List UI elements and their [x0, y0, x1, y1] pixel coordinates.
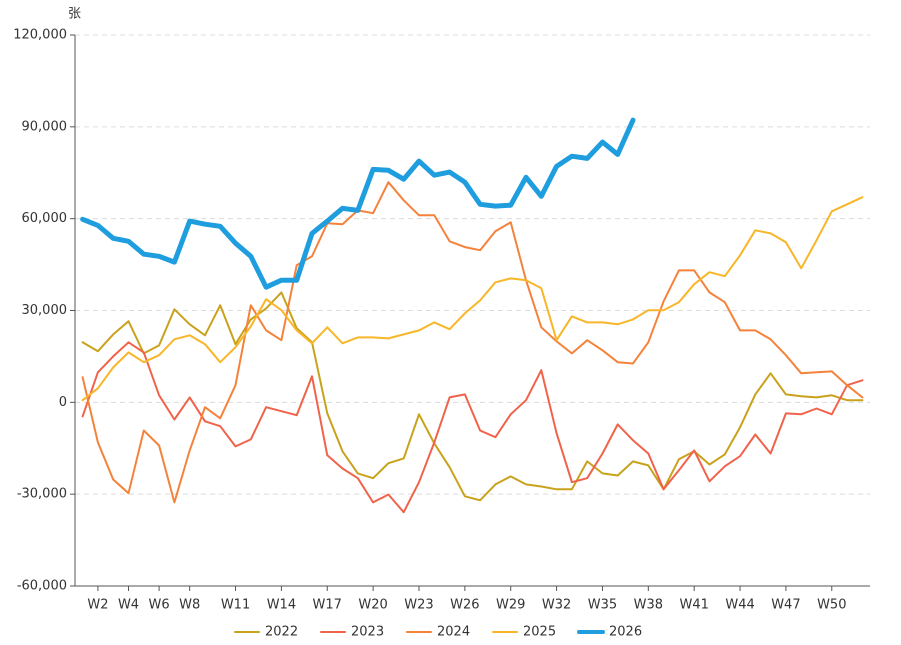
x-tick-label: W50 [817, 598, 846, 613]
x-tick-label: W23 [404, 598, 433, 613]
x-tick-label: W2 [87, 598, 108, 613]
x-tick-label: W8 [179, 598, 200, 613]
series-line [81, 196, 864, 402]
x-tick-label: W29 [496, 598, 525, 613]
legend-label: 2024 [437, 625, 470, 640]
legend-label: 2026 [609, 625, 642, 640]
x-tick-label: W20 [358, 598, 387, 613]
y-tick-label: 30,000 [22, 303, 68, 318]
series-line [81, 291, 864, 502]
x-tick-label: W41 [679, 598, 708, 613]
series-line [81, 181, 864, 504]
x-tick-label: W14 [267, 598, 296, 613]
y-tick-label: 0 [59, 395, 67, 410]
y-tick-label: -30,000 [17, 487, 67, 502]
y-tick-label: 90,000 [22, 119, 68, 134]
x-tick-label: W17 [313, 598, 342, 613]
legend-label: 2025 [523, 625, 556, 640]
series-line [81, 341, 864, 514]
y-tick-label: 60,000 [22, 211, 68, 226]
legend-label: 2022 [265, 625, 298, 640]
legend-label: 2023 [351, 625, 384, 640]
x-tick-label: W6 [149, 598, 170, 613]
y-tick-label: 120,000 [13, 28, 67, 43]
x-tick-label: W35 [588, 598, 617, 613]
y-axis-label: 张 [68, 7, 81, 22]
series-line [80, 117, 636, 290]
y-tick-label: -60,000 [17, 579, 67, 594]
x-tick-label: W47 [771, 598, 800, 613]
x-tick-label: W32 [542, 598, 571, 613]
x-tick-label: W44 [725, 598, 754, 613]
x-tick-label: W26 [450, 598, 479, 613]
x-tick-label: W38 [634, 598, 663, 613]
x-tick-label: W11 [221, 598, 250, 613]
x-tick-label: W4 [118, 598, 139, 613]
